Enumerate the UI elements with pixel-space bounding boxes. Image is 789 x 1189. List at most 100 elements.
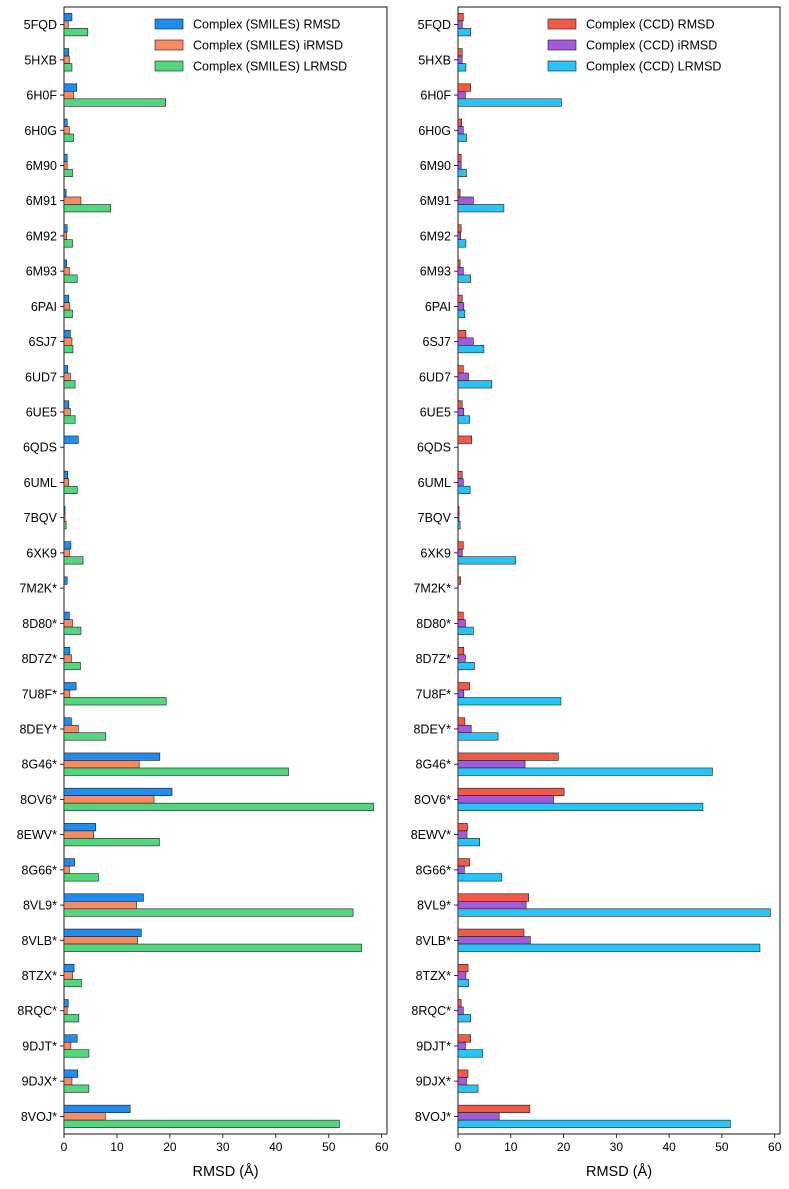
y-tick-label-8ewv: 8EWV* [17, 828, 57, 842]
legend-swatch-complex-ccd-lrmsd [547, 60, 577, 72]
bar-5hxb-complex-ccd-lrmsd [457, 63, 467, 72]
legend-label-complex-smiles-rmsd: Complex (SMILES) RMSD [193, 18, 340, 32]
bar-8vl9-complex-smiles-lrmsd [63, 908, 354, 917]
bar-6uml-complex-smiles-lrmsd [63, 485, 78, 495]
bar-9djx-complex-ccd-irmsd [457, 1077, 467, 1086]
y-tick-label-6ue5: 6UE5 [420, 406, 451, 420]
y-tick-label-6m93: 6M93 [420, 265, 451, 279]
y-tick-label-8rqc: 8RQC* [17, 1004, 57, 1018]
bar-6ue5-complex-ccd-lrmsd [457, 415, 470, 424]
bar-6pai-complex-ccd-rmsd [457, 294, 463, 303]
bar-9djt-complex-smiles-lrmsd [63, 1049, 90, 1058]
left-chart-panel: 5FQD 5HXB 6H0F 6H0G 6M90 6M91 6M92 6M93 6PAI 6SJ7… [17, 6, 389, 1180]
bar-8ov6-complex-smiles-irmsd [63, 795, 155, 804]
bar-6m90-complex-smiles-rmsd [63, 153, 68, 163]
bar-8rqc-complex-smiles-lrmsd [63, 1014, 80, 1023]
bar-8vl9-complex-smiles-rmsd [63, 893, 144, 902]
x-tick-label-0: 0 [455, 1140, 462, 1154]
bar-5hxb-complex-smiles-irmsd [63, 55, 70, 64]
bar-8g46-complex-smiles-lrmsd [63, 767, 289, 776]
y-tick-label-6xk9: 6XK9 [26, 546, 57, 560]
bar-8voj-complex-ccd-lrmsd [457, 1119, 731, 1128]
bar-8tzx-complex-smiles-rmsd [63, 963, 75, 973]
y-tick-label-8dey: 8DEY* [413, 722, 451, 736]
plot-frame [63, 6, 388, 1135]
bar-6ue5-complex-smiles-rmsd [63, 400, 70, 409]
bar-7bqv-complex-ccd-lrmsd [457, 521, 461, 530]
bar-6h0g-complex-ccd-irmsd [457, 126, 464, 135]
bar-6sj7-complex-smiles-lrmsd [63, 345, 74, 354]
bar-9djt-complex-smiles-irmsd [63, 1041, 72, 1051]
bar-8d7z-complex-smiles-lrmsd [63, 661, 81, 671]
bar-8ov6-complex-ccd-irmsd [457, 795, 554, 804]
bar-8vlb-complex-smiles-irmsd [63, 936, 138, 945]
y-tick-label-7u8f: 7U8F* [416, 687, 452, 701]
y-tick-label-8d80: 8D80* [22, 617, 57, 631]
bar-7u8f-complex-ccd-lrmsd [457, 697, 562, 706]
bar-8vl9-complex-ccd-rmsd [457, 893, 530, 902]
bar-8g46-complex-ccd-rmsd [457, 752, 559, 761]
bar-6m93-complex-ccd-rmsd [457, 259, 461, 268]
bar-8dey-complex-smiles-lrmsd [63, 732, 107, 741]
bar-6ud7-complex-smiles-rmsd [63, 365, 69, 374]
y-tick-label-6m90: 6M90 [26, 159, 57, 173]
bar-8d80-complex-ccd-lrmsd [457, 626, 474, 635]
bar-5fqd-complex-smiles-rmsd [63, 13, 73, 22]
y-tick-label-8ov6: 8OV6* [20, 793, 57, 807]
bar-6m93-complex-smiles-rmsd [63, 259, 67, 268]
legend-swatch-complex-smiles-irmsd [154, 39, 184, 51]
bar-8ov6-complex-ccd-lrmsd [457, 802, 704, 811]
bar-6xk9-complex-smiles-irmsd [63, 548, 70, 557]
bar-8g66-complex-ccd-lrmsd [457, 873, 503, 882]
bar-8g66-complex-smiles-lrmsd [63, 873, 99, 882]
bar-6pai-complex-smiles-lrmsd [63, 309, 73, 318]
bar-6m91-complex-ccd-lrmsd [457, 204, 505, 213]
bar-6uml-complex-ccd-rmsd [457, 470, 463, 480]
bar-6h0g-complex-smiles-irmsd [63, 126, 70, 135]
x-axis-label: RMSD (Å) [192, 1163, 258, 1180]
x-tick-label-20: 20 [557, 1140, 571, 1154]
bar-8vlb-complex-ccd-irmsd [457, 936, 531, 945]
y-tick-label-5fqd: 5FQD [24, 18, 57, 32]
bar-9djx-complex-smiles-irmsd [63, 1077, 73, 1086]
bar-8tzx-complex-smiles-lrmsd [63, 978, 82, 988]
y-tick-label-6m91: 6M91 [420, 194, 451, 208]
bar-6m93-complex-smiles-lrmsd [63, 274, 78, 283]
bar-8vl9-complex-ccd-lrmsd [457, 908, 771, 917]
bar-8d80-complex-smiles-irmsd [63, 619, 73, 628]
y-tick-label-6h0g: 6H0G [418, 124, 451, 138]
bar-6sj7-complex-smiles-rmsd [63, 330, 71, 339]
y-tick-label-8g66: 8G66* [22, 863, 58, 877]
bar-6h0f-complex-smiles-lrmsd [63, 98, 166, 107]
bar-6uml-complex-ccd-lrmsd [457, 485, 471, 495]
bar-6xk9-complex-ccd-lrmsd [457, 556, 516, 565]
bar-6m90-complex-ccd-rmsd [457, 153, 462, 163]
bar-7bqv-complex-smiles-irmsd [63, 513, 66, 522]
bar-7u8f-complex-ccd-irmsd [457, 689, 465, 698]
y-tick-label-8ov6: 8OV6* [414, 793, 451, 807]
bar-9djx-complex-smiles-lrmsd [63, 1084, 90, 1093]
bar-6h0g-complex-ccd-rmsd [457, 118, 462, 127]
x-axis-label: RMSD (Å) [586, 1163, 652, 1180]
bar-8rqc-complex-ccd-irmsd [457, 1006, 464, 1015]
bar-6uml-complex-smiles-rmsd [63, 470, 69, 480]
bar-6h0f-complex-ccd-lrmsd [457, 98, 562, 107]
y-tick-label-7bqv: 7BQV [24, 511, 58, 525]
bar-8voj-complex-smiles-rmsd [63, 1104, 131, 1113]
y-tick-label-6xk9: 6XK9 [420, 546, 451, 560]
bar-7bqv-complex-smiles-rmsd [63, 506, 66, 515]
bar-5hxb-complex-ccd-rmsd [457, 48, 463, 57]
bar-7bqv-complex-ccd-irmsd [457, 513, 460, 522]
y-tick-label-8vlb: 8VLB* [22, 934, 58, 948]
bar-6ue5-complex-ccd-rmsd [457, 400, 463, 409]
bar-8ewv-complex-smiles-lrmsd [63, 838, 160, 847]
x-tick-label-10: 10 [110, 1140, 124, 1154]
y-tick-label-8vl9: 8VL9* [23, 899, 57, 913]
bar-8rqc-complex-ccd-rmsd [457, 999, 462, 1008]
bar-8g66-complex-ccd-irmsd [457, 865, 465, 874]
bar-8g46-complex-smiles-rmsd [63, 752, 161, 761]
y-tick-label-7m2k: 7M2K* [19, 582, 57, 596]
y-tick-label-6ud7: 6UD7 [25, 370, 57, 384]
bar-7bqv-complex-smiles-lrmsd [63, 521, 67, 530]
bar-6pai-complex-smiles-irmsd [63, 302, 71, 311]
